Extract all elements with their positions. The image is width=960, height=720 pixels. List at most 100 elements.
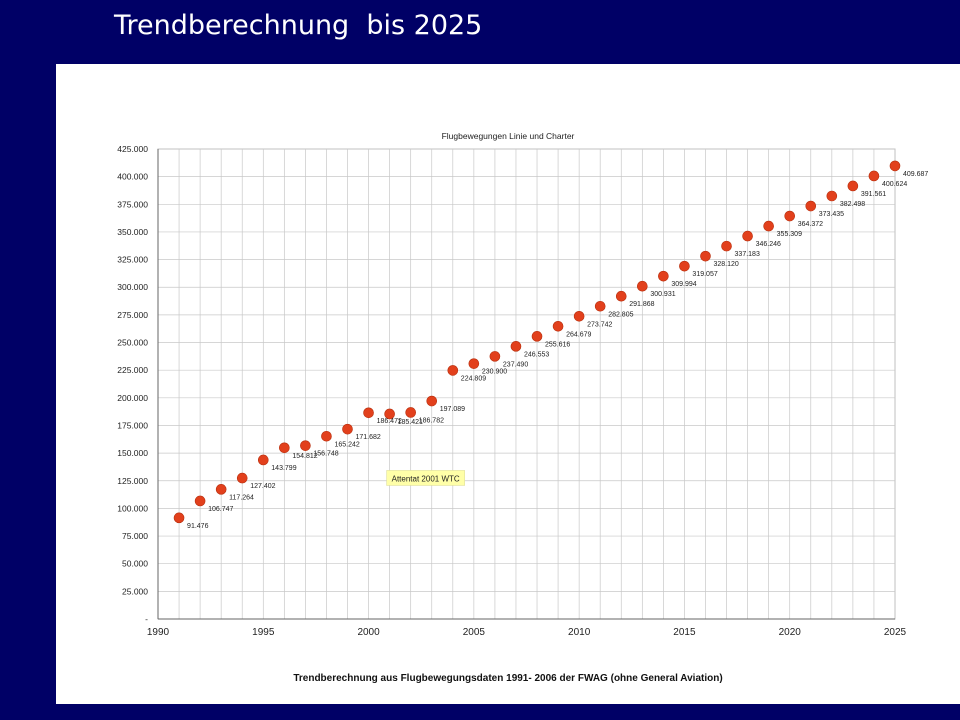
- data-label: 117.264: [229, 494, 254, 501]
- data-label: 355.309: [777, 231, 802, 238]
- y-tick-label: 325.000: [117, 255, 148, 265]
- scatter-chart: - 25.000 50.000 75.000 100.000 125.000 150.000…: [117, 131, 928, 684]
- y-tick-label: -: [145, 614, 148, 624]
- annotation-text: Attentat 2001 WTC: [392, 474, 460, 483]
- data-point: [363, 407, 374, 419]
- data-point: [594, 300, 606, 312]
- y-tick-label: 400.000: [117, 172, 148, 182]
- data-point: [173, 512, 185, 524]
- data-point: [700, 250, 711, 262]
- chart-panel: - 25.000 50.000 75.000 100.000 125.000 150.000…: [56, 64, 960, 704]
- data-label: 224.809: [461, 375, 486, 382]
- data-label: 291.868: [629, 301, 654, 308]
- annotation-callout: Attentat 2001 WTC: [386, 470, 465, 486]
- data-point: [679, 260, 690, 272]
- data-point: [889, 160, 901, 172]
- y-tick-label: 250.000: [117, 338, 148, 348]
- data-point: [384, 408, 395, 420]
- annotation-box: [386, 470, 465, 486]
- data-point: [215, 484, 227, 495]
- data-label: 246.553: [524, 351, 549, 358]
- x-tick-label: 2005: [463, 627, 486, 638]
- data-label: 391.561: [861, 191, 886, 198]
- data-point: [279, 442, 290, 454]
- data-label: 319.057: [692, 271, 717, 278]
- slide-title: Trendberechnung bis 2025: [114, 10, 483, 41]
- x-tick-label: 1995: [252, 627, 275, 638]
- data-point: [615, 290, 627, 302]
- y-tick-label: 375.000: [117, 199, 148, 209]
- data-label: 156.748: [313, 451, 338, 458]
- data-label: 282.805: [608, 311, 633, 318]
- data-label: 154.812: [292, 453, 317, 460]
- data-point: [847, 180, 859, 192]
- y-tick-label: 100.000: [117, 503, 148, 513]
- data-label: 264.679: [566, 331, 591, 338]
- data-point: [763, 220, 774, 232]
- data-label: 273.742: [587, 321, 612, 328]
- x-tick-label: 2010: [568, 627, 591, 638]
- data-point: [342, 423, 353, 435]
- data-point: [468, 358, 480, 369]
- data-label: 171.682: [356, 434, 381, 441]
- data-labels: 91.476 106.747 117.264 127.402 143.799 154.81…: [187, 171, 928, 530]
- y-tick-label: 50.000: [122, 559, 148, 569]
- data-label: 185.421: [398, 419, 423, 426]
- data-label: 300.931: [650, 291, 675, 298]
- data-label: 127.402: [250, 483, 275, 490]
- y-tick-label: 350.000: [117, 227, 148, 237]
- data-label: 186.472: [377, 418, 402, 425]
- data-point: [658, 270, 669, 282]
- data-label: 91.476: [187, 523, 209, 530]
- data-point: [321, 430, 332, 442]
- y-tick-label: 150.000: [117, 448, 148, 458]
- data-point: [510, 341, 522, 352]
- y-tick-label: 275.000: [117, 310, 148, 320]
- grid: [157, 148, 896, 620]
- data-point: [868, 170, 880, 182]
- x-tick-label: 2020: [779, 627, 802, 638]
- x-tick-label: 2015: [673, 627, 696, 638]
- data-label: 382.498: [840, 201, 865, 208]
- data-point: [405, 407, 416, 418]
- data-point: [257, 454, 269, 466]
- chart-title: Flugbewegungen Linie und Charter: [442, 131, 575, 141]
- data-label: 346.246: [756, 241, 781, 248]
- data-point: [236, 472, 248, 484]
- data-label: 328.120: [713, 261, 738, 268]
- data-point: [805, 200, 817, 212]
- data-point: [194, 495, 206, 507]
- y-tick-label: 300.000: [117, 282, 148, 292]
- data-point: [300, 440, 311, 451]
- y-tick-label: 225.000: [117, 365, 148, 375]
- data-points: [173, 160, 901, 524]
- data-point: [489, 351, 501, 362]
- plot-area: [157, 148, 896, 620]
- data-point: [573, 310, 585, 322]
- data-point: [637, 280, 648, 292]
- data-label: 400.624: [882, 181, 907, 188]
- y-tick-label: 25.000: [122, 586, 148, 596]
- data-point: [742, 230, 753, 242]
- data-label: 230.900: [482, 369, 507, 376]
- y-tick-label: 200.000: [117, 393, 148, 403]
- data-label: 255.616: [545, 341, 570, 348]
- data-point: [784, 210, 796, 222]
- data-label: 337.183: [735, 251, 760, 258]
- data-label: 106.747: [208, 506, 233, 513]
- y-tick-label: 175.000: [117, 420, 148, 430]
- axes: - 25.000 50.000 75.000 100.000 125.000 150.000…: [117, 144, 906, 638]
- x-tick-label: 2000: [357, 627, 380, 638]
- data-label: 309.994: [671, 281, 696, 288]
- y-tick-label: 75.000: [122, 531, 148, 541]
- data-point: [826, 190, 838, 202]
- data-label: 237.490: [503, 361, 528, 368]
- data-point: [531, 331, 543, 342]
- y-tick-label: 125.000: [117, 476, 148, 486]
- data-label: 197.089: [440, 406, 465, 413]
- data-point: [721, 240, 732, 252]
- data-label: 165.242: [334, 441, 359, 448]
- x-axis-label: Trendberechnung aus Flugbewegungsdaten 1…: [293, 673, 722, 684]
- y-tick-label: 425.000: [117, 144, 148, 154]
- data-label: 364.372: [798, 221, 823, 228]
